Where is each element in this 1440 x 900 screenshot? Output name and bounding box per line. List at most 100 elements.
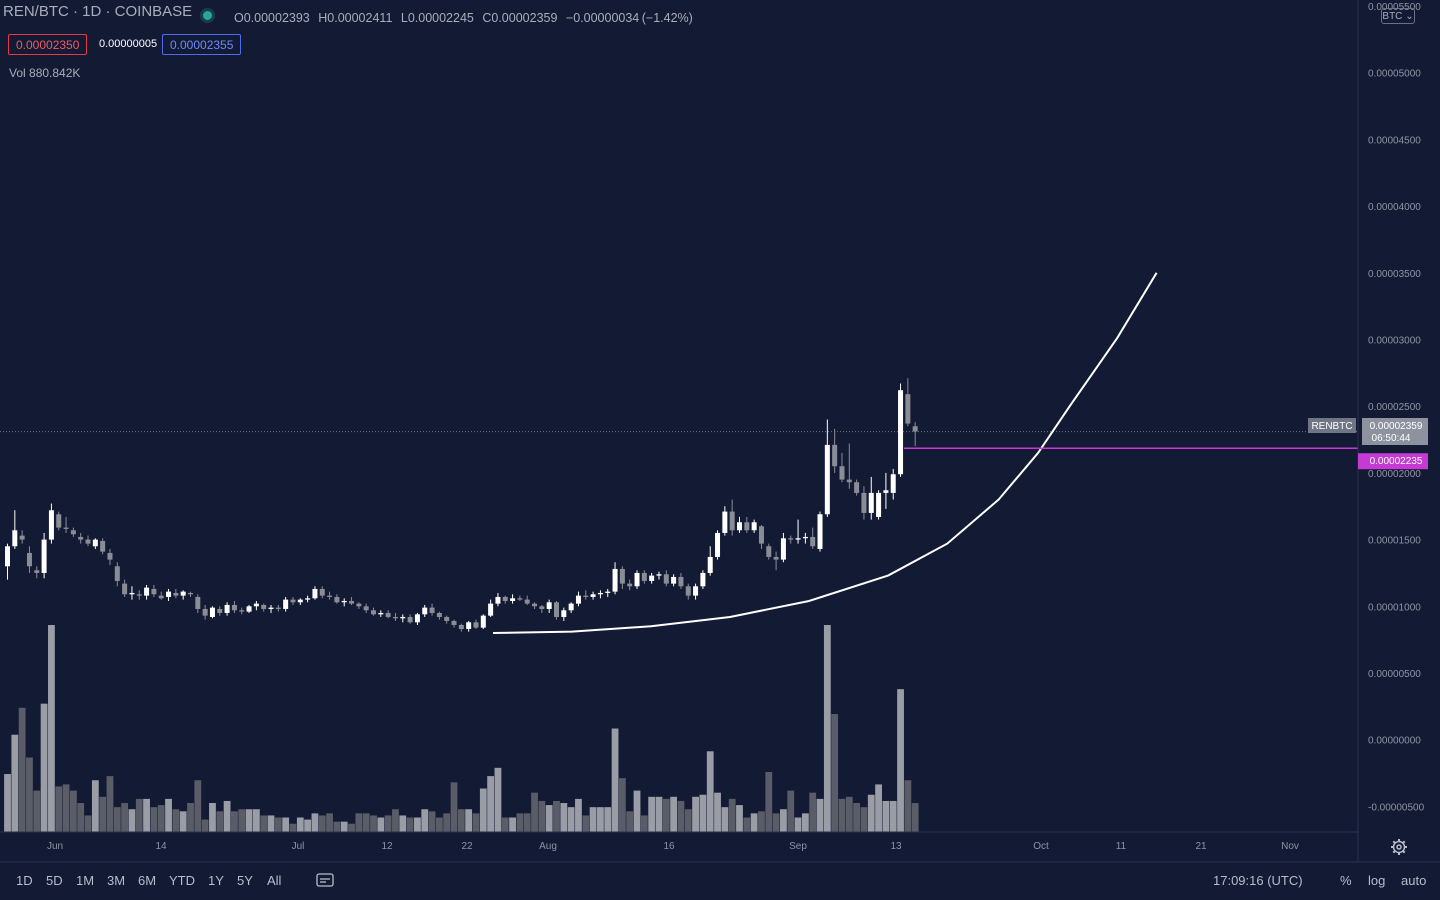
candle-body <box>400 616 406 619</box>
candle-body <box>312 588 318 599</box>
goto-date-button[interactable] <box>316 872 334 891</box>
candle-body <box>619 568 625 584</box>
countdown-label: 06:50:44 <box>1372 433 1411 444</box>
candle-body <box>414 614 420 623</box>
candle-body <box>466 622 472 629</box>
candle-body <box>356 603 362 607</box>
y-axis-tick-label: 0.00003500 <box>1368 269 1421 280</box>
volume-bar <box>516 813 524 832</box>
percent-scale-toggle[interactable]: % <box>1340 873 1352 888</box>
range-all-button[interactable]: All <box>267 873 282 888</box>
volume-bar <box>472 813 480 832</box>
range-5d-button[interactable]: 5D <box>46 873 63 888</box>
volume-bar <box>392 809 399 832</box>
chevron-down-icon: ⌄ <box>1405 11 1414 22</box>
volume-bar <box>589 807 597 832</box>
candle-body <box>627 583 633 587</box>
sell-price-button[interactable]: 0.00002350 <box>8 34 88 55</box>
volume-bar <box>582 815 590 832</box>
volume-bar <box>406 817 414 832</box>
currency-dropdown[interactable]: BTC ⌄ <box>1381 8 1415 24</box>
ohlc-low: L0.00002245 <box>400 11 474 25</box>
volume-bar <box>223 800 231 832</box>
candle-body <box>788 538 794 540</box>
volume-bar <box>143 798 150 832</box>
horizontal-line-price-label: 0.00002235 <box>1370 456 1423 467</box>
candle-body <box>202 608 208 616</box>
volume-bar <box>860 807 868 832</box>
range-6m-button[interactable]: 6M <box>138 873 157 888</box>
volume-bar <box>655 796 663 832</box>
volume-bar <box>626 811 634 832</box>
market-status-dot <box>203 11 212 20</box>
candle-body <box>495 596 501 604</box>
volume-bar <box>62 784 70 832</box>
y-axis-tick-label: 0.00002500 <box>1368 402 1421 413</box>
volume-bar <box>4 774 11 832</box>
candle-body <box>78 536 84 540</box>
volume-bar <box>150 807 158 832</box>
volume-bar <box>209 803 216 832</box>
candle-body <box>195 596 201 609</box>
candle-body <box>166 591 172 597</box>
volume-bar <box>318 815 326 832</box>
x-axis-tick-label: Aug <box>539 841 557 852</box>
volume-bar <box>728 798 736 832</box>
volume-bar <box>26 757 33 832</box>
candle-body <box>590 594 596 597</box>
y-axis-tick-label: 0.00001500 <box>1368 536 1421 547</box>
range-1m-button[interactable]: 1M <box>76 873 95 888</box>
volume-bar <box>333 821 341 832</box>
candle-body <box>261 604 267 609</box>
range-1d-button[interactable]: 1D <box>16 873 33 888</box>
candle-body <box>839 466 845 480</box>
volume-bar <box>384 815 392 832</box>
candle-body <box>217 608 223 613</box>
candle-body <box>502 596 508 601</box>
candle-body <box>92 539 98 547</box>
x-axis-tick-label: 11 <box>1116 841 1127 852</box>
y-axis-tick-label: 0.00004500 <box>1368 135 1421 146</box>
range-ytd-button[interactable]: YTD <box>169 873 195 888</box>
buy-price-button[interactable]: 0.00002355 <box>162 34 242 55</box>
volume-bar <box>274 817 282 832</box>
volume-bar <box>99 796 107 832</box>
range-1y-button[interactable]: 1Y <box>208 873 224 888</box>
candle-body <box>327 595 333 597</box>
log-scale-toggle[interactable]: log <box>1368 873 1386 888</box>
volume-bar <box>55 786 63 832</box>
volume-bar <box>348 823 355 832</box>
candle-body <box>392 616 398 619</box>
parabolic-curve-drawing[interactable] <box>492 272 1158 634</box>
candle-body <box>634 572 640 587</box>
candle-body <box>85 539 91 544</box>
range-3m-button[interactable]: 3M <box>107 873 126 888</box>
candle-body <box>597 592 603 595</box>
auto-scale-toggle[interactable]: auto <box>1401 873 1427 888</box>
timezone-clock[interactable]: 17:09:16 (UTC) <box>1213 873 1303 888</box>
candle-body <box>568 603 574 611</box>
candle-body <box>883 490 889 493</box>
candle-body <box>641 572 647 581</box>
volume-bar <box>677 800 685 832</box>
ohlc-open: O0.00002393 <box>234 11 310 25</box>
volume-legend: Vol 880.842K <box>9 66 81 80</box>
range-5y-button[interactable]: 5Y <box>237 873 253 888</box>
candle-body <box>290 599 296 603</box>
x-axis-tick-label: Sep <box>789 841 807 852</box>
volume-bar <box>831 714 839 832</box>
candle-body <box>546 602 552 609</box>
volume-bar <box>684 809 692 832</box>
volume-bar <box>157 805 165 832</box>
volume-bar <box>736 805 743 832</box>
candle-body <box>898 390 904 475</box>
volume-bar <box>179 811 187 832</box>
candle-body <box>34 570 40 573</box>
volume-bar <box>867 794 875 832</box>
volume-bar <box>421 809 429 832</box>
chart-settings-button[interactable] <box>1390 838 1408 861</box>
symbol-title[interactable]: REN/BTC · 1D · COINBASE <box>3 3 193 20</box>
candle-body <box>773 556 779 560</box>
candle-body <box>678 576 684 587</box>
